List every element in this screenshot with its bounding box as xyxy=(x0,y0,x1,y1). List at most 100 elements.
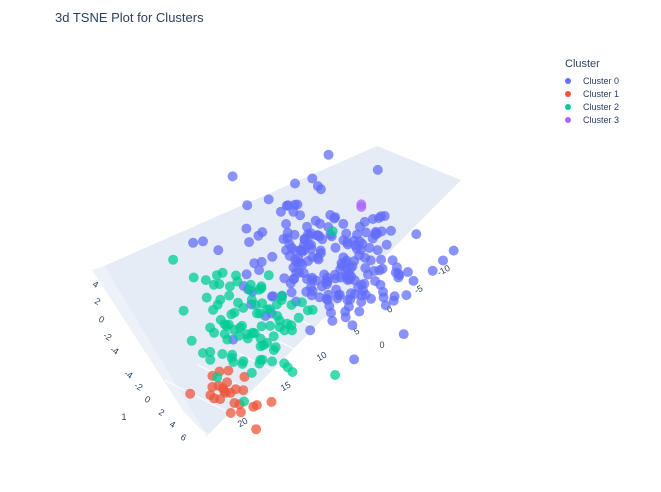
point-cluster-0 xyxy=(330,242,341,253)
point-cluster-2 xyxy=(237,358,248,369)
point-cluster-0 xyxy=(313,254,324,265)
legend: Cluster Cluster 0 Cluster 1 Cluster 2 Cl… xyxy=(565,58,619,126)
point-cluster-0 xyxy=(241,223,252,234)
point-cluster-0 xyxy=(315,218,325,229)
z-tick: 4 xyxy=(91,279,100,290)
point-cluster-0 xyxy=(326,307,336,318)
point-cluster-0 xyxy=(380,300,391,311)
point-cluster-0 xyxy=(267,251,278,262)
legend-label-cluster-3: Cluster 3 xyxy=(583,114,620,125)
point-cluster-0 xyxy=(188,237,199,248)
y-tick-extra: 1 xyxy=(121,412,126,422)
point-cluster-2 xyxy=(224,281,235,292)
point-cluster-0 xyxy=(340,312,351,323)
x-tick: 15 xyxy=(279,380,293,394)
point-cluster-0 xyxy=(393,268,404,279)
point-cluster-0 xyxy=(427,265,438,276)
z-tick: 0 xyxy=(97,314,106,325)
chart-title: 3d TSNE Plot for Clusters xyxy=(55,10,204,25)
point-cluster-2 xyxy=(205,322,216,333)
point-cluster-2 xyxy=(235,322,246,333)
point-cluster-0 xyxy=(376,254,387,265)
point-cluster-2 xyxy=(234,330,245,341)
point-cluster-0 xyxy=(398,329,409,340)
point-cluster-2 xyxy=(244,284,255,295)
point-cluster-0 xyxy=(327,315,338,326)
point-cluster-2 xyxy=(254,358,265,369)
point-cluster-1 xyxy=(248,401,259,412)
legend-swatch-cluster-2 xyxy=(565,103,571,110)
point-cluster-0 xyxy=(285,278,296,289)
point-cluster-2 xyxy=(268,345,279,356)
point-cluster-0 xyxy=(307,275,318,285)
point-cluster-0 xyxy=(378,292,389,303)
point-cluster-0 xyxy=(303,239,314,250)
point-cluster-2 xyxy=(267,356,278,367)
point-cluster-2 xyxy=(268,331,279,342)
point-cluster-2 xyxy=(242,333,253,344)
legend-item-cluster-1[interactable]: Cluster 1 xyxy=(565,87,619,100)
point-cluster-2 xyxy=(217,267,228,278)
point-cluster-0 xyxy=(305,282,316,293)
point-cluster-1 xyxy=(215,394,226,405)
legend-item-cluster-0[interactable]: Cluster 0 xyxy=(565,74,619,87)
point-cluster-2 xyxy=(205,354,216,365)
point-cluster-0 xyxy=(263,194,274,205)
point-cluster-2 xyxy=(255,341,266,352)
point-cluster-0 xyxy=(241,269,252,280)
point-cluster-2 xyxy=(201,292,212,303)
point-cluster-2 xyxy=(286,299,297,310)
point-cluster-2 xyxy=(178,305,189,316)
point-cluster-0 xyxy=(347,320,358,331)
point-cluster-2 xyxy=(246,367,257,378)
legend-label-cluster-0: Cluster 0 xyxy=(583,75,620,86)
point-cluster-1 xyxy=(185,388,196,399)
point-cluster-0 xyxy=(338,218,349,229)
point-cluster-0 xyxy=(448,245,459,256)
point-cluster-0 xyxy=(354,221,365,232)
point-cluster-2 xyxy=(208,279,219,290)
point-cluster-1 xyxy=(266,396,277,407)
point-cluster-3 xyxy=(356,202,367,212)
legend-swatch-cluster-3 xyxy=(565,116,571,123)
point-cluster-2 xyxy=(296,297,307,308)
point-cluster-2 xyxy=(226,352,237,363)
point-cluster-0 xyxy=(281,200,292,211)
point-cluster-0 xyxy=(372,164,383,175)
point-cluster-0 xyxy=(314,292,325,303)
point-cluster-2 xyxy=(198,348,208,358)
point-cluster-0 xyxy=(242,200,253,211)
point-cluster-2 xyxy=(226,309,237,320)
point-cluster-0 xyxy=(342,294,353,305)
point-cluster-0 xyxy=(388,295,399,306)
point-cluster-0 xyxy=(401,290,412,301)
legend-item-cluster-2[interactable]: Cluster 2 xyxy=(565,100,619,113)
point-cluster-2 xyxy=(256,281,267,292)
x-tick-extra: 0 xyxy=(379,340,384,350)
point-cluster-2 xyxy=(265,320,276,331)
point-cluster-2 xyxy=(256,321,267,332)
point-cluster-1 xyxy=(229,398,240,408)
gridline xyxy=(292,316,426,383)
point-cluster-2 xyxy=(239,396,250,407)
point-cluster-0 xyxy=(281,245,292,256)
legend-item-cluster-3[interactable]: Cluster 3 xyxy=(565,113,619,126)
point-cluster-0 xyxy=(315,245,326,256)
y-tick: -2 xyxy=(133,380,145,393)
gridline xyxy=(260,332,394,399)
point-cluster-2 xyxy=(219,319,230,330)
point-cluster-0 xyxy=(381,239,392,250)
point-cluster-0 xyxy=(305,325,316,336)
point-cluster-2 xyxy=(246,294,257,305)
point-cluster-0 xyxy=(306,290,317,301)
point-cluster-1 xyxy=(239,371,250,382)
point-cluster-0 xyxy=(330,273,341,284)
legend-swatch-cluster-1 xyxy=(565,90,571,97)
point-cluster-0 xyxy=(350,240,361,251)
point-cluster-2 xyxy=(200,275,211,286)
point-cluster-2 xyxy=(327,226,338,237)
point-cluster-0 xyxy=(334,289,345,300)
point-cluster-2 xyxy=(249,328,260,339)
point-cluster-1 xyxy=(225,408,236,418)
